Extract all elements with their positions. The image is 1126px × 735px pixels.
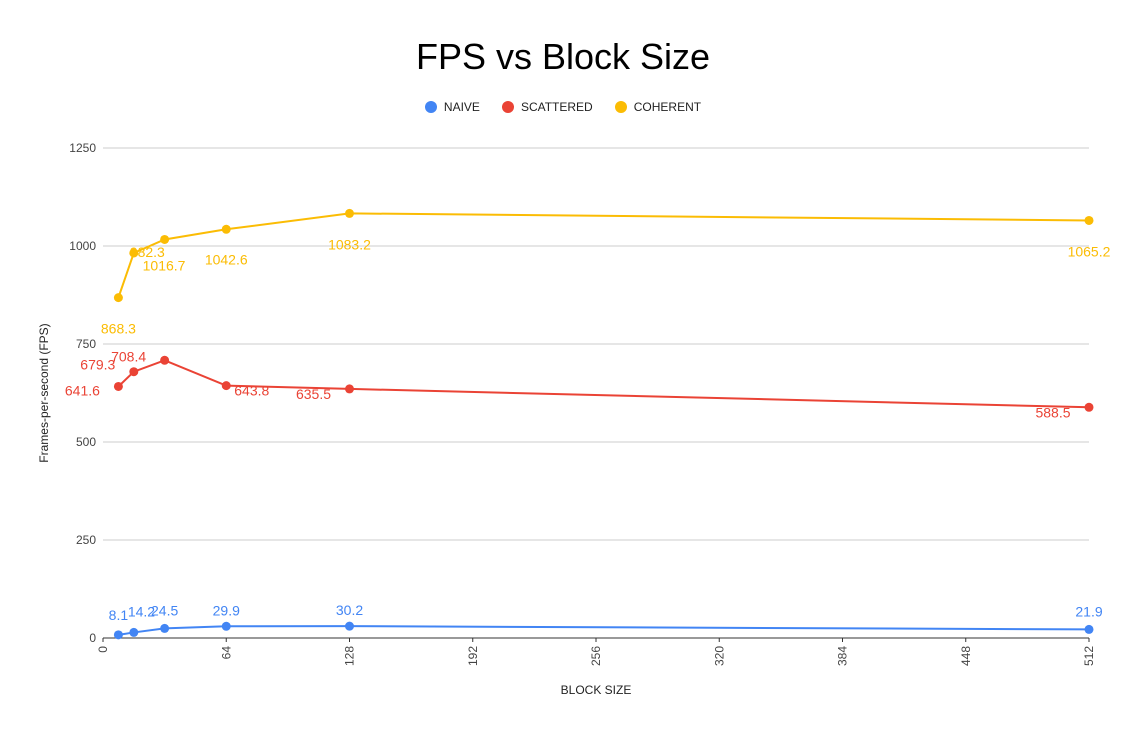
data-label-naive: 30.2 <box>336 602 363 618</box>
x-tick-label: 320 <box>712 646 726 666</box>
x-tick-label: 64 <box>219 646 233 660</box>
y-axis-title: Frames-per-second (FPS) <box>37 323 51 462</box>
legend-label-coherent: COHERENT <box>633 100 702 114</box>
y-tick-label: 250 <box>76 533 96 547</box>
y-tick-label: 1250 <box>69 141 96 155</box>
x-tick-label: 512 <box>1082 646 1096 666</box>
series-line-coherent <box>117 212 1090 298</box>
axes: 0 250 500 750 1000 1250 0 64 128 192 256 320 384 448 5… <box>69 141 1096 666</box>
data-point-coherent[interactable] <box>221 224 231 234</box>
y-tick-label: 750 <box>76 337 96 351</box>
data-label-naive: 29.9 <box>213 602 240 618</box>
data-label-naive: 24.5 <box>151 602 178 618</box>
legend-label-scattered: SCATTERED <box>520 100 593 114</box>
data-label-scattered: 588.5 <box>1035 404 1070 420</box>
data-label-naive: 14.2 <box>128 603 155 619</box>
y-tick-label: 0 <box>89 631 96 645</box>
legend-item-naive[interactable]: NAIVE <box>424 100 480 114</box>
data-label-coherent: 982.3 <box>130 244 165 260</box>
data-point-scattered[interactable] <box>113 381 123 391</box>
data-label-coherent: 1065.2 <box>1068 243 1111 259</box>
x-axis-title: BLOCK SIZE <box>561 683 632 697</box>
series <box>113 208 1094 640</box>
legend-label-naive: NAIVE <box>443 100 480 114</box>
data-point-scattered[interactable] <box>221 381 231 391</box>
data-label-coherent: 1016.7 <box>143 257 186 273</box>
x-tick-label: 128 <box>343 646 357 666</box>
data-point-scattered[interactable] <box>345 384 354 394</box>
data-label-scattered: 643.8 <box>234 383 269 399</box>
data-point-naive[interactable] <box>1084 624 1094 634</box>
data-point-scattered[interactable] <box>1084 402 1094 412</box>
x-tick-label: 384 <box>836 646 850 666</box>
data-point-coherent[interactable] <box>345 208 354 218</box>
data-label-naive: 21.9 <box>1075 603 1102 619</box>
legend-item-coherent[interactable]: COHERENT <box>614 100 702 114</box>
data-point-coherent[interactable] <box>113 293 123 303</box>
y-tick-label: 1000 <box>69 239 96 253</box>
data-point-naive[interactable] <box>160 623 170 633</box>
data-point-naive[interactable] <box>129 627 139 637</box>
data-label-scattered: 708.4 <box>111 348 146 364</box>
data-point-naive[interactable] <box>221 621 231 631</box>
data-label-scattered: 679.3 <box>80 357 115 373</box>
data-point-coherent[interactable] <box>160 234 170 244</box>
data-label-naive: 8.1 <box>109 607 129 623</box>
data-point-naive[interactable] <box>113 630 123 640</box>
legend: NAIVE SCATTERED COHERENT <box>0 100 1126 114</box>
data-label-coherent: 1083.2 <box>328 236 371 252</box>
data-point-coherent[interactable] <box>1084 215 1094 225</box>
data-label-scattered: 635.5 <box>296 386 331 402</box>
legend-swatch-naive <box>424 101 437 113</box>
data-point-scattered[interactable] <box>129 367 139 377</box>
x-tick-label: 0 <box>96 646 110 653</box>
legend-swatch-scattered <box>501 101 514 113</box>
y-tick-label: 500 <box>76 435 96 449</box>
data-point-naive[interactable] <box>345 621 354 631</box>
data-point-coherent[interactable] <box>129 248 139 258</box>
x-tick-label: 192 <box>466 646 480 666</box>
x-tick-label: 448 <box>959 646 973 666</box>
data-label-coherent: 1042.6 <box>205 251 248 267</box>
legend-swatch-coherent <box>614 101 627 113</box>
data-point-scattered[interactable] <box>160 355 170 365</box>
series-line-naive <box>118 625 1090 636</box>
data-label-scattered: 641.6 <box>65 382 100 398</box>
legend-item-scattered[interactable]: SCATTERED <box>501 100 593 114</box>
x-tick-label: 256 <box>589 646 603 666</box>
chart-title: FPS vs Block Size <box>415 36 711 77</box>
data-label-coherent: 868.3 <box>101 321 136 337</box>
